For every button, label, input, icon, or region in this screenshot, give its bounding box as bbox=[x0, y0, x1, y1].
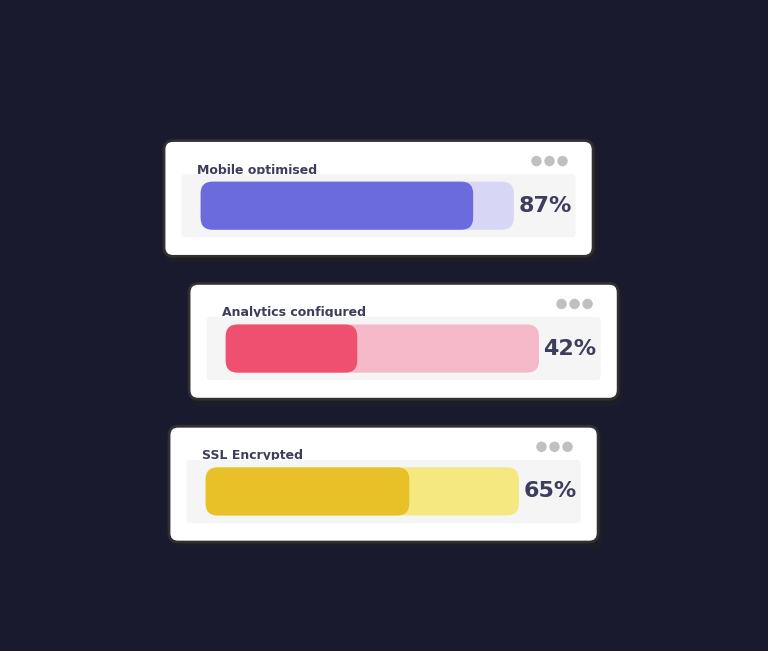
Text: SSL Encrypted: SSL Encrypted bbox=[202, 449, 303, 462]
Circle shape bbox=[532, 157, 541, 165]
Circle shape bbox=[537, 442, 546, 451]
FancyBboxPatch shape bbox=[181, 174, 575, 237]
Text: Analytics configured: Analytics configured bbox=[222, 307, 366, 320]
FancyBboxPatch shape bbox=[169, 426, 598, 542]
FancyBboxPatch shape bbox=[200, 182, 514, 230]
Circle shape bbox=[563, 442, 572, 451]
Circle shape bbox=[570, 299, 579, 309]
FancyBboxPatch shape bbox=[226, 324, 539, 372]
Text: 42%: 42% bbox=[544, 339, 597, 359]
FancyBboxPatch shape bbox=[189, 283, 618, 399]
FancyBboxPatch shape bbox=[200, 182, 473, 230]
FancyBboxPatch shape bbox=[206, 467, 409, 516]
Circle shape bbox=[545, 157, 554, 165]
FancyBboxPatch shape bbox=[187, 460, 581, 523]
FancyBboxPatch shape bbox=[226, 324, 357, 372]
Text: 65%: 65% bbox=[523, 482, 577, 501]
FancyBboxPatch shape bbox=[207, 317, 601, 380]
FancyBboxPatch shape bbox=[164, 141, 593, 256]
Text: Mobile optimised: Mobile optimised bbox=[197, 163, 317, 176]
Circle shape bbox=[557, 299, 566, 309]
FancyBboxPatch shape bbox=[167, 146, 596, 261]
Circle shape bbox=[558, 157, 567, 165]
FancyBboxPatch shape bbox=[172, 431, 601, 547]
Circle shape bbox=[583, 299, 592, 309]
Circle shape bbox=[550, 442, 559, 451]
FancyBboxPatch shape bbox=[192, 288, 621, 404]
FancyBboxPatch shape bbox=[206, 467, 519, 516]
Text: 87%: 87% bbox=[518, 196, 571, 215]
